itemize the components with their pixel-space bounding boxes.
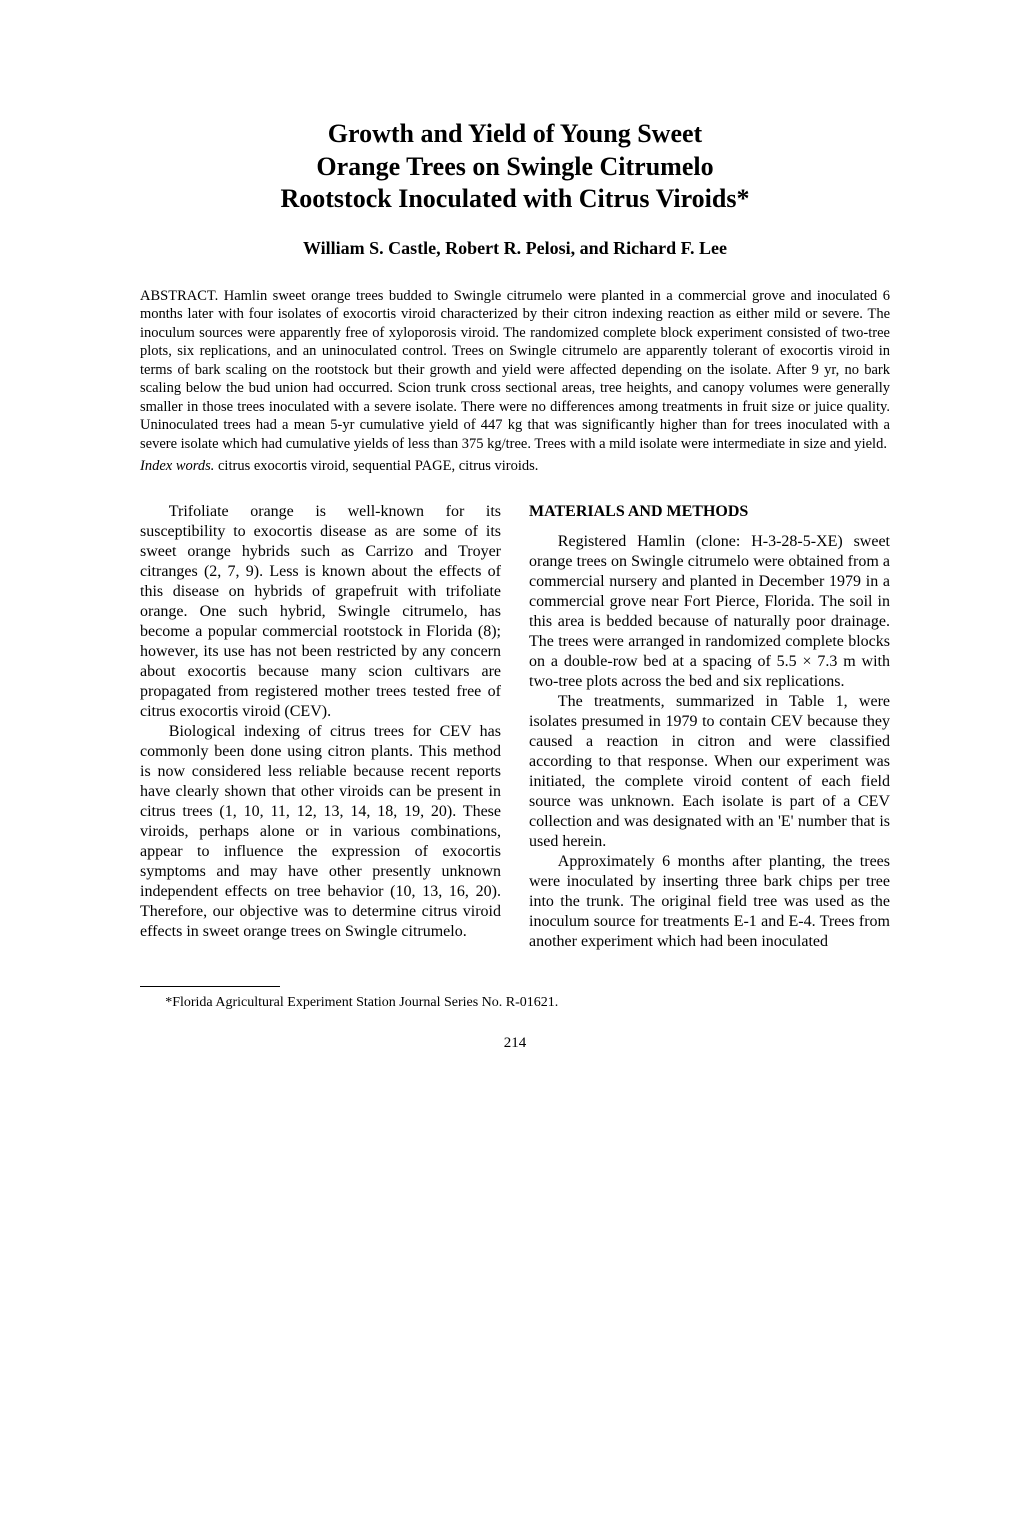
paragraph: The treatments, summarized in Table 1, w… (529, 692, 890, 852)
index-words: Index words. citrus exocortis viroid, se… (140, 457, 890, 476)
section-heading: MATERIALS AND METHODS (529, 502, 890, 522)
paragraph: Biological indexing of citrus trees for … (140, 722, 501, 942)
body-columns: Trifoliate orange is well-known for its … (140, 502, 890, 952)
footnote: *Florida Agricultural Experiment Station… (140, 995, 890, 1011)
paragraph: Approximately 6 months after planting, t… (529, 852, 890, 952)
paragraph: Registered Hamlin (clone: H-3-28-5-XE) s… (529, 532, 890, 692)
authors: William S. Castle, Robert R. Pelosi, and… (140, 238, 890, 259)
index-words-text: citrus exocortis viroid, sequential PAGE… (214, 458, 538, 474)
page: Growth and Yield of Young Sweet Orange T… (0, 0, 1020, 1514)
abstract: ABSTRACT. Hamlin sweet orange trees budd… (140, 287, 890, 454)
title-line: Orange Trees on Swingle Citrumelo (316, 152, 713, 181)
title-line: Rootstock Inoculated with Citrus Viroids… (280, 184, 749, 213)
footnote-rule (140, 986, 280, 987)
index-words-label: Index words. (140, 458, 214, 474)
title-line: Growth and Yield of Young Sweet (328, 119, 702, 148)
paragraph: Trifoliate orange is well-known for its … (140, 502, 501, 722)
article-title: Growth and Yield of Young Sweet Orange T… (140, 118, 890, 216)
page-number: 214 (140, 1035, 890, 1052)
